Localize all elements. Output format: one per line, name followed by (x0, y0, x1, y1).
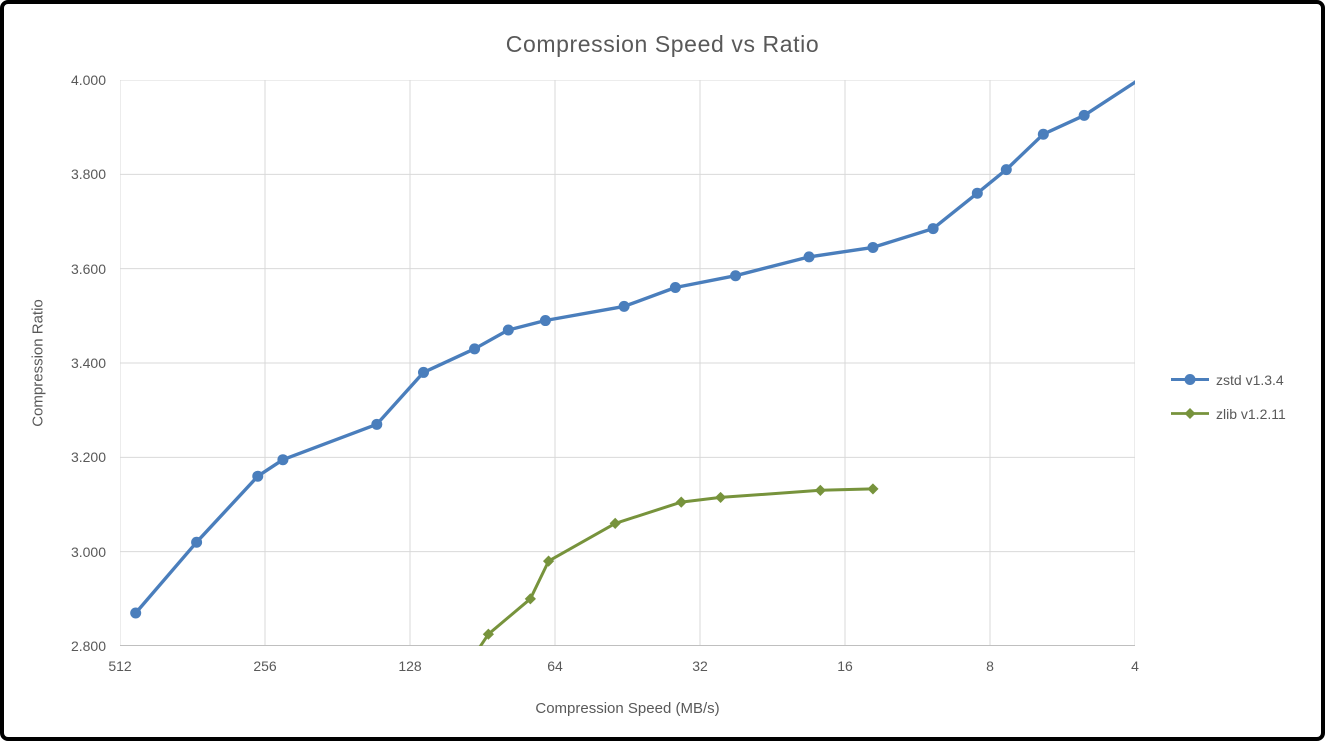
x-tick-label: 256 (253, 658, 277, 674)
data-point-marker (814, 484, 826, 496)
data-point-marker (971, 187, 983, 199)
chart-title: Compression Speed vs Ratio (505, 31, 820, 57)
data-point-marker (867, 241, 879, 253)
series-line-zstd (133, 80, 1135, 615)
x-tick-label: 128 (398, 658, 422, 674)
y-tick-label: 3.000 (70, 543, 106, 560)
legend-item-zlib: zlib v1.2.11 (1170, 402, 1286, 425)
data-point-marker (609, 517, 621, 529)
data-point-marker (277, 454, 289, 466)
x-axis-title: Compression Speed (MB/s) (535, 700, 720, 717)
data-point-marker (714, 491, 727, 504)
y-tick-label: 3.200 (70, 449, 106, 466)
y-tick-label: 3.400 (70, 355, 106, 371)
data-point-marker (502, 324, 514, 336)
zlib-line-diamond-marker-icon (1171, 408, 1209, 419)
data-point-marker (130, 607, 142, 619)
data-point-marker (539, 315, 551, 327)
data-point-marker (371, 418, 383, 430)
data-point-marker (252, 470, 264, 482)
x-tick-label: 512 (108, 658, 132, 674)
x-tick-label: 8 (986, 658, 994, 674)
data-point-marker (1078, 109, 1090, 121)
zstd-line-circle-marker-icon (1171, 374, 1209, 385)
data-point-marker (867, 483, 879, 495)
plot-area (120, 80, 1135, 646)
data-point-marker (927, 223, 939, 235)
data-point-marker (803, 251, 815, 263)
data-point-marker (418, 366, 430, 378)
x-tick-label: 4 (1131, 658, 1139, 674)
x-tick-label: 64 (547, 658, 563, 674)
series-zstd (130, 80, 1135, 619)
y-tick-label: 3.600 (70, 260, 106, 277)
data-point-marker (1000, 164, 1012, 176)
data-point-marker (618, 300, 630, 312)
data-point-marker (482, 628, 494, 640)
x-tick-label: 32 (692, 658, 708, 674)
data-point-marker (730, 270, 742, 282)
data-point-marker (191, 536, 203, 548)
data-point-marker (669, 282, 681, 294)
y-tick-label: 2.800 (70, 638, 106, 654)
data-point-marker (675, 496, 687, 508)
series-line-zlib (478, 487, 875, 646)
data-point-marker (469, 343, 481, 355)
series-zlib (478, 483, 879, 646)
legend-label-zstd: zstd v1.3.4 (1216, 371, 1284, 388)
data-point-marker (1037, 128, 1049, 140)
y-tick-label: 3.800 (70, 166, 106, 183)
y-tick-label: 4.000 (70, 72, 106, 88)
legend-label-zlib: zlib v1.2.11 (1216, 405, 1286, 422)
data-point-marker (524, 593, 536, 605)
x-tick-label: 16 (837, 658, 853, 674)
legend-item-zstd: zstd v1.3.4 (1170, 368, 1286, 391)
legend: zstd v1.3.4 zlib v1.2.11 (1170, 368, 1286, 425)
data-point-marker (542, 555, 555, 567)
